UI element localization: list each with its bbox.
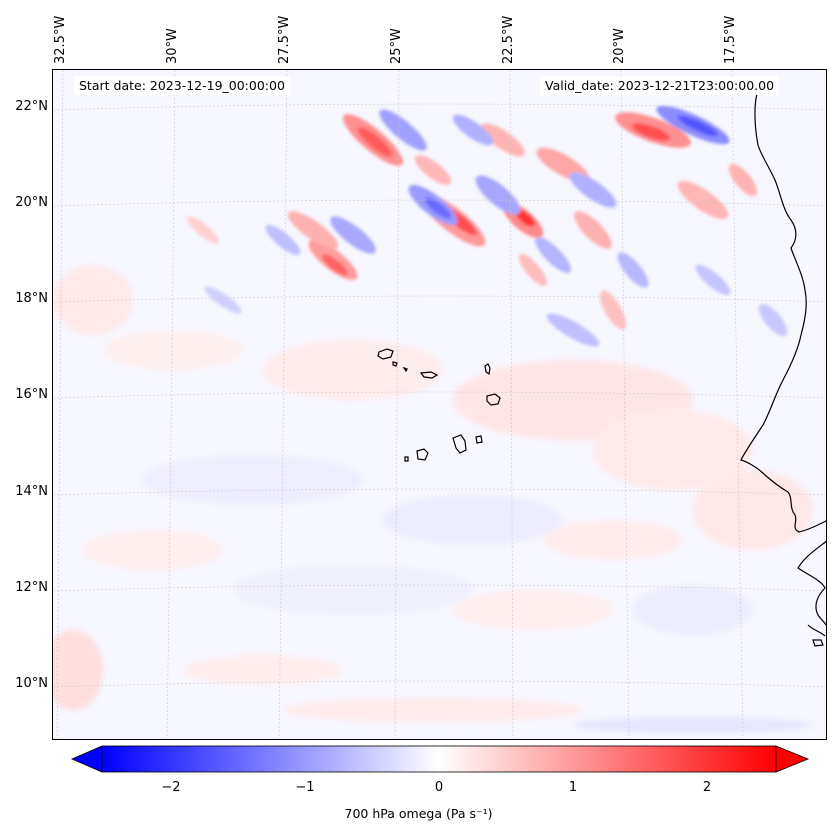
lat-label-20n: 20°N (15, 195, 48, 210)
lon-label-17-5w: 17.5°W (723, 15, 738, 64)
colorbar-tick-0: 0 (434, 780, 444, 795)
lon-label-20w: 20°W (612, 28, 627, 64)
lon-label-25w: 25°W (389, 28, 404, 64)
start-date-label: Start date: 2023-12-19_00:00:00 (74, 76, 290, 95)
colorbar-tick-minus-1: −1 (295, 780, 315, 795)
africa-coastline (740, 89, 826, 533)
lon-label-22-5w: 22.5°W (501, 15, 516, 64)
colorbar-tick-1: 1 (568, 780, 578, 795)
colorbar-extend-low (70, 745, 103, 773)
lat-label-12n: 12°N (15, 580, 48, 595)
lat-label-18n: 18°N (15, 291, 48, 306)
lat-label-14n: 14°N (15, 484, 48, 499)
cape-verde-islands (377, 348, 501, 462)
lat-label-22n: 22°N (15, 99, 48, 114)
lat-label-10n: 10°N (15, 676, 48, 691)
map-panel (52, 69, 827, 740)
colorbar-gradient (101, 745, 777, 773)
colorbar (70, 745, 810, 773)
lat-label-16n: 16°N (15, 387, 48, 402)
lon-label-30w: 30°W (165, 28, 180, 64)
colorbar-label: 700 hPa omega (Pa s⁻¹) (344, 806, 493, 821)
colorbar-extend-high (775, 745, 810, 773)
omega-wave-bands (187, 105, 788, 347)
faint-field-patches (53, 265, 813, 733)
valid-date-label: Valid_date: 2023-12-21T23:00:00.00 (540, 76, 780, 95)
lon-label-27-5w: 27.5°W (277, 15, 292, 64)
lon-label-32-5w: 32.5°W (53, 15, 68, 64)
africa-coastline-south (797, 540, 826, 647)
omega-field-map (53, 70, 826, 739)
graticule (53, 70, 826, 739)
colorbar-tick-2: 2 (702, 780, 712, 795)
colorbar-tick-minus-2: −2 (161, 780, 181, 795)
